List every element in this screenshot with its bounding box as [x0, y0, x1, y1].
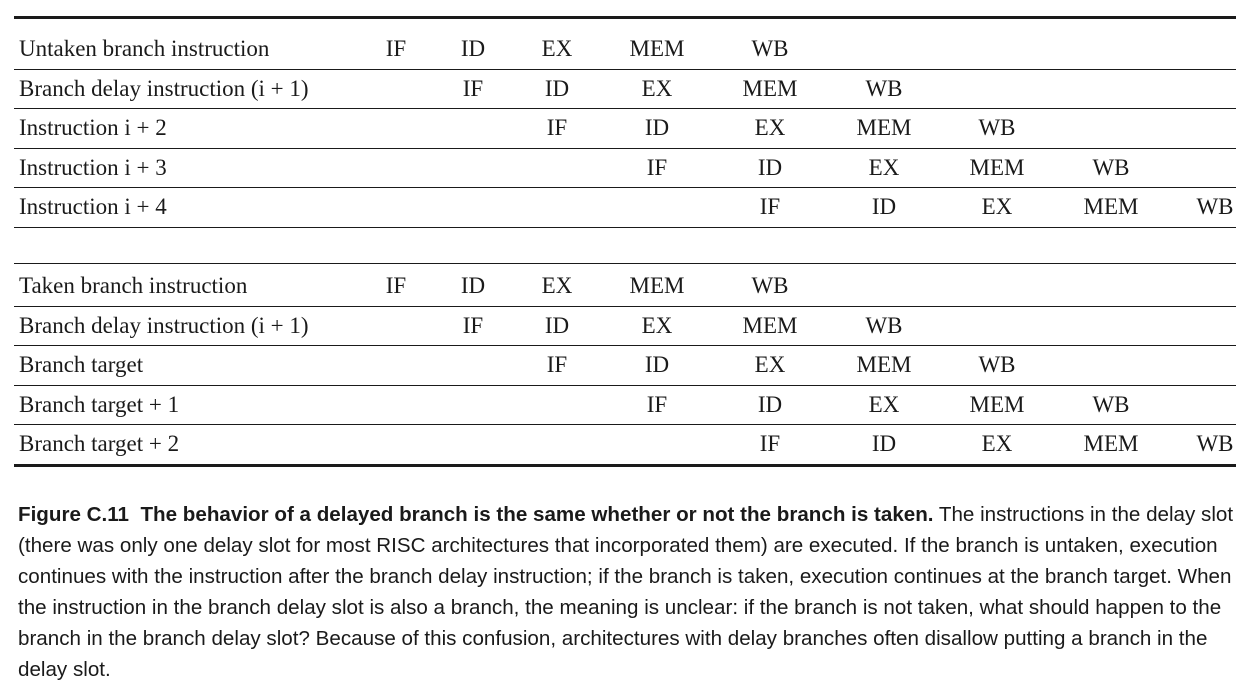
stage-mem: MEM	[742, 312, 798, 338]
stage-id: ID	[460, 36, 486, 61]
table-row: Branch target IF ID EX MEM WB	[0, 346, 1240, 384]
instruction-label: Branch target	[19, 352, 144, 377]
row-divider-rule	[14, 68, 1236, 70]
stage-mem: MEM	[1083, 194, 1139, 219]
stage-ex: EX	[981, 431, 1013, 456]
row-divider-rule	[14, 147, 1236, 149]
table-row: Branch delay instruction (i + 1) IF ID EX ME…	[0, 307, 1240, 345]
stage-mem: MEM	[969, 154, 1025, 180]
row-divider-rule	[14, 226, 1236, 228]
stage-wb: WB	[1196, 431, 1234, 456]
instruction-label: Branch delay instruction (i + 1)	[19, 75, 309, 101]
stage-id: ID	[544, 75, 570, 101]
stage-if: IF	[759, 194, 781, 219]
stage-if: IF	[546, 352, 568, 377]
table-top-rule	[14, 16, 1236, 19]
table-bottom-rule	[14, 463, 1236, 467]
stage-if: IF	[759, 431, 781, 456]
stage-if: IF	[462, 75, 484, 101]
stage-if: IF	[385, 36, 407, 61]
stage-if: IF	[462, 312, 484, 338]
stage-if: IF	[385, 273, 407, 298]
stage-wb: WB	[865, 75, 903, 101]
stage-id: ID	[460, 273, 486, 298]
instruction-label: Branch target + 1	[19, 391, 180, 417]
figure-label: Figure C.11	[18, 502, 130, 526]
stage-mem: MEM	[856, 115, 912, 140]
stage-id: ID	[871, 194, 897, 219]
stage-ex: EX	[641, 75, 673, 101]
row-divider-rule	[14, 345, 1236, 346]
stage-ex: EX	[541, 36, 573, 61]
table-row: Untaken branch instruction IF ID EX MEM WB	[0, 30, 1240, 68]
figure-title: The behavior of a delayed branch is the …	[140, 502, 934, 526]
stage-if: IF	[646, 391, 668, 417]
stage-wb: WB	[1092, 154, 1130, 180]
instruction-label: Branch target + 2	[19, 431, 180, 456]
stage-if: IF	[546, 115, 568, 140]
stage-if: IF	[646, 154, 668, 180]
row-divider-rule	[14, 187, 1236, 188]
row-divider-rule	[14, 424, 1236, 425]
stage-id: ID	[544, 312, 570, 338]
stage-mem: MEM	[1083, 431, 1139, 456]
stage-mem: MEM	[629, 273, 685, 298]
stage-wb: WB	[978, 352, 1016, 377]
stage-id: ID	[644, 352, 670, 377]
group-separator-rule	[14, 263, 1236, 264]
stage-wb: WB	[865, 312, 903, 338]
stage-ex: EX	[754, 352, 786, 377]
instruction-label: Instruction i + 2	[19, 115, 167, 140]
row-divider-rule	[14, 305, 1236, 307]
stage-mem: MEM	[856, 352, 912, 377]
stage-wb: WB	[978, 115, 1016, 140]
table-row: Taken branch instruction IF ID EX MEM WB	[0, 267, 1240, 305]
stage-id: ID	[871, 431, 897, 456]
figure-caption: Figure C.11 The behavior of a delayed br…	[18, 499, 1238, 685]
stage-mem: MEM	[969, 391, 1025, 417]
table-row: Instruction i + 3 IF ID EX MEM WB	[0, 149, 1240, 187]
stage-ex: EX	[754, 115, 786, 140]
table-row: Branch target + 2 IF ID EX MEM WB	[0, 425, 1240, 463]
stage-wb: WB	[1092, 391, 1130, 417]
stage-id: ID	[644, 115, 670, 140]
instruction-label: Instruction i + 4	[19, 194, 167, 219]
stage-mem: MEM	[629, 36, 685, 61]
instruction-label: Instruction i + 3	[19, 154, 167, 180]
stage-wb: WB	[751, 273, 789, 298]
instruction-label: Branch delay instruction (i + 1)	[19, 312, 309, 338]
stage-id: ID	[757, 154, 783, 180]
stage-mem: MEM	[742, 75, 798, 101]
stage-ex: EX	[541, 273, 573, 298]
figure-body: The instructions in the delay slot (ther…	[18, 502, 1234, 681]
table-row: Instruction i + 2 IF ID EX MEM WB	[0, 109, 1240, 147]
table-row: Branch target + 1 IF ID EX MEM WB	[0, 386, 1240, 424]
instruction-label: Taken branch instruction	[19, 273, 248, 298]
table-row: Instruction i + 4 IF ID EX MEM WB	[0, 188, 1240, 226]
stage-ex: EX	[868, 154, 900, 180]
stage-ex: EX	[981, 194, 1013, 219]
table-row: Branch delay instruction (i + 1) IF ID EX ME…	[0, 70, 1240, 108]
instruction-label: Untaken branch instruction	[19, 36, 270, 61]
stage-wb: WB	[751, 36, 789, 61]
row-divider-rule	[14, 108, 1236, 109]
stage-wb: WB	[1196, 194, 1234, 219]
stage-id: ID	[757, 391, 783, 417]
row-divider-rule	[14, 384, 1236, 386]
stage-ex: EX	[868, 391, 900, 417]
stage-ex: EX	[641, 312, 673, 338]
